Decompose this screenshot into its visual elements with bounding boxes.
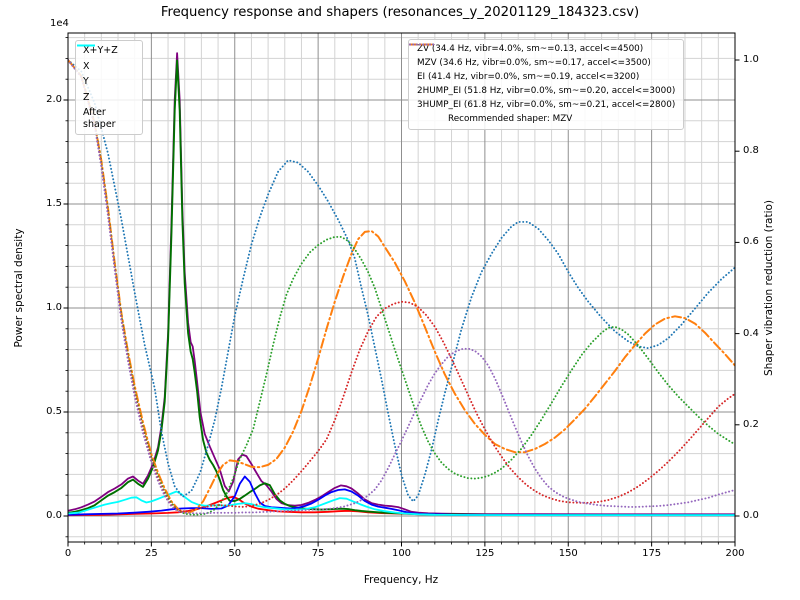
x-tick-label: 0 xyxy=(64,548,72,559)
x-tick-label: 200 xyxy=(725,548,745,559)
legend-item-y: Y xyxy=(77,44,135,88)
page-title: Frequency response and shapers (resonanc… xyxy=(160,5,640,20)
legend-psd: X+Y+Z X Y Z After shaper xyxy=(75,40,143,135)
x-tick-label: 100 xyxy=(391,548,412,559)
y-left-tick-label: 0.0 xyxy=(46,510,62,521)
y-right-tick-label: 0.6 xyxy=(743,236,759,248)
series-y xyxy=(68,59,735,517)
y-axis-offset-label: 1e4 xyxy=(50,18,69,29)
legend-item-x-label: X xyxy=(83,60,90,72)
series-after-shaper xyxy=(68,490,735,517)
y-right-tick-label: 0.0 xyxy=(743,510,759,521)
legend-line-sample xyxy=(409,43,435,46)
legend-item-mzv: MZV (34.6 Hz, vibr=0.0%, sm~=0.17, accel… xyxy=(409,43,675,69)
data-curves xyxy=(68,52,735,517)
series-3hump-ei xyxy=(68,59,735,515)
recommended-shaper-text: Recommended shaper: MZV xyxy=(448,114,573,124)
y-left-tick-label: 1.5 xyxy=(46,198,62,209)
legend-line-sample xyxy=(77,44,95,47)
series-mzv xyxy=(68,59,735,514)
series-z xyxy=(68,475,735,517)
legend-item-z: Z xyxy=(77,44,135,104)
series-x-y-z xyxy=(68,52,735,516)
x-tick-label: 25 xyxy=(145,548,158,559)
y-axis-label-right: Shaper vibration reduction (ratio) xyxy=(763,200,775,376)
legend-item-2hump-ei: 2HUMP_EI (51.8 Hz, vibr=0.0%, sm~=0.20, … xyxy=(409,43,676,97)
y-right-tick-label: 1.0 xyxy=(743,54,759,65)
legend-item-after-shaper: After shaper xyxy=(77,44,135,130)
legend-item-ei-label: EI (41.4 Hz, vibr=0.0%, sm~=0.19, accel<… xyxy=(417,72,640,82)
legend-item-zv-label: ZV (34.4 Hz, vibr=4.0%, sm~=0.13, accel<… xyxy=(417,44,644,54)
x-tick-label: 50 xyxy=(228,548,242,559)
y-right-tick-label: 0.2 xyxy=(743,418,759,430)
legend-item-ei: EI (41.4 Hz, vibr=0.0%, sm~=0.19, accel<… xyxy=(409,43,675,83)
y-right-tick-label: 0.8 xyxy=(743,145,759,157)
y-left-tick-label: 2.0 xyxy=(46,94,62,105)
axis-ticks xyxy=(63,37,740,547)
y-left-tick-label: 1.0 xyxy=(46,302,62,313)
y-left-tick-label: 0.5 xyxy=(46,406,62,417)
x-tick-label: 125 xyxy=(475,548,495,559)
legend-item-z-label: Z xyxy=(83,91,90,103)
legend-item-mzv-label: MZV (34.6 Hz, vibr=0.0%, sm~=0.17, accel… xyxy=(417,58,651,68)
legend-item-x: X xyxy=(77,44,135,73)
y-right-tick-label: 0.4 xyxy=(743,327,759,339)
y-axis-label-left: Power spectral density xyxy=(13,228,25,347)
legend-item-x-y-z-label: X+Y+Z xyxy=(83,45,118,56)
legend-item-zv: ZV (34.4 Hz, vibr=4.0%, sm~=0.13, accel<… xyxy=(409,43,675,55)
x-axis-label: Frequency, Hz xyxy=(364,574,439,586)
series-zv xyxy=(68,59,735,503)
legend-item-3hump-ei: 3HUMP_EI (61.8 Hz, vibr=0.0%, sm~=0.21, … xyxy=(409,43,676,111)
legend-item-3hump-ei-label: 3HUMP_EI (61.8 Hz, vibr=0.0%, sm~=0.21, … xyxy=(417,100,676,110)
legend-item-y-label: Y xyxy=(83,76,89,87)
legend-shapers: ZV (34.4 Hz, vibr=4.0%, sm~=0.13, accel<… xyxy=(408,39,685,130)
legend-item-after-shaper-label: After shaper xyxy=(83,107,116,130)
x-tick-label: 75 xyxy=(311,548,325,559)
axes-frame xyxy=(67,32,736,543)
legend-item-2hump-ei-label: 2HUMP_EI (51.8 Hz, vibr=0.0%, sm~=0.20, … xyxy=(417,86,676,96)
x-tick-label: 175 xyxy=(642,548,662,559)
x-tick-label: 150 xyxy=(558,548,578,559)
